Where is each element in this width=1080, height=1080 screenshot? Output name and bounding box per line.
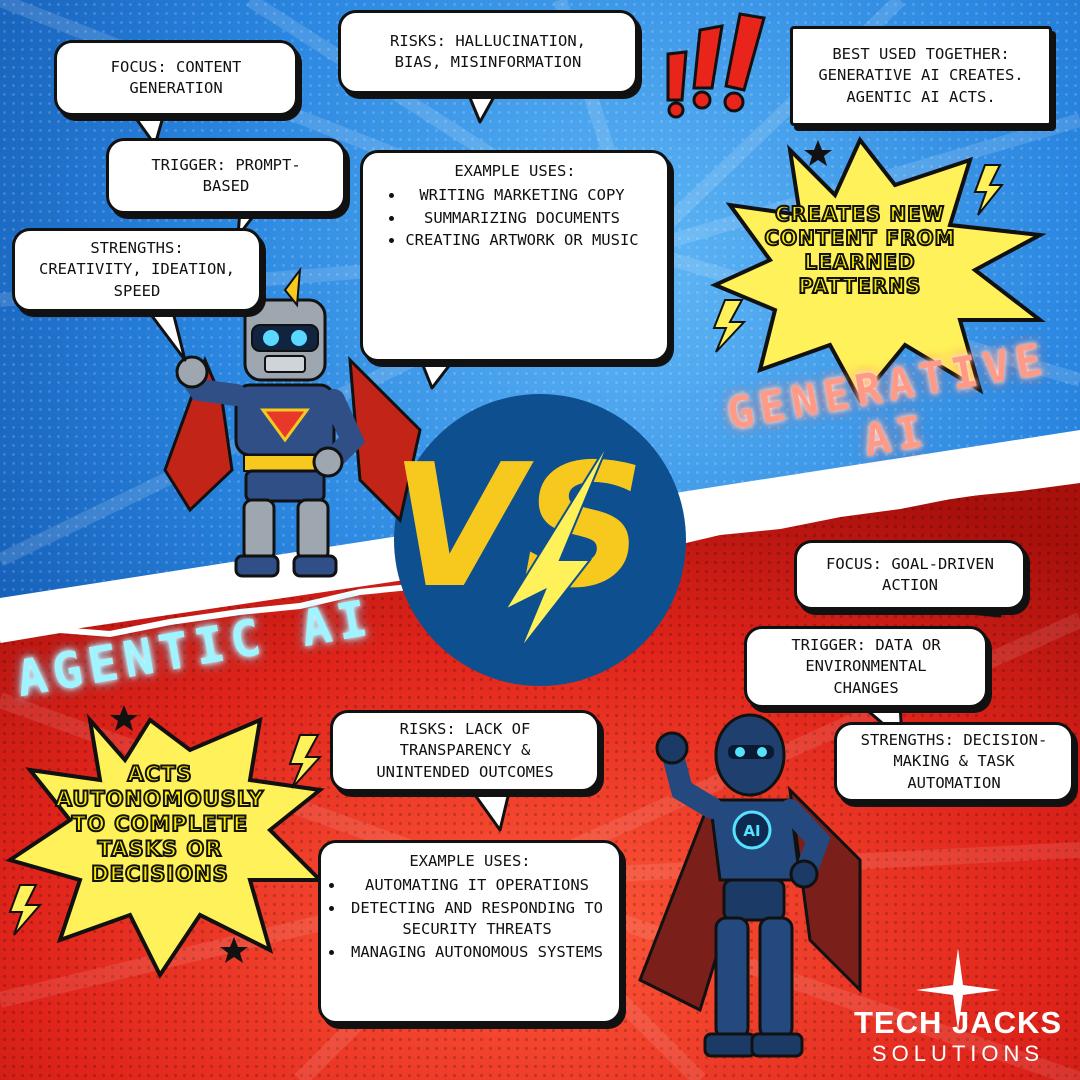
agentic-strengths-bubble: STRENGTHS: DECISION- MAKING & TASK AUTOM… xyxy=(834,722,1074,802)
agentic-robot-illustration: AI xyxy=(638,713,862,1058)
generative-focus-bubble: FOCUS: CONTENT GENERATION xyxy=(54,40,298,116)
generative-examples-title: EXAMPLE USES: xyxy=(454,162,576,180)
generative-robot-illustration xyxy=(163,266,422,578)
generative-examples-bubble: EXAMPLE USES: WRITING MARKETING COPY SUM… xyxy=(360,150,670,362)
agentic-examples-title: EXAMPLE USES: xyxy=(409,852,531,870)
logo-line2: SOLUTIONS xyxy=(871,1041,1045,1066)
list-item: WRITING MARKETING COPY xyxy=(405,185,638,206)
generative-trigger-text: TRIGGER: PROMPT- BASED xyxy=(151,155,301,195)
company-logo: TECH JACKS SOLUTIONS xyxy=(842,1006,1074,1068)
agentic-examples-list: AUTOMATING IT OPERATIONS DETECTING AND R… xyxy=(331,874,609,964)
generative-risks-bubble: RISKS: HALLUCINATION, BIAS, MISINFORMATI… xyxy=(338,10,638,94)
list-item: CREATING ARTWORK OR MUSIC xyxy=(405,230,638,251)
agentic-robot-badge: AI xyxy=(743,822,760,840)
agentic-trigger-bubble: TRIGGER: DATA OR ENVIRONMENTAL CHANGES xyxy=(744,626,988,708)
list-item: SUMMARIZING DOCUMENTS xyxy=(405,208,638,229)
generative-starburst xyxy=(709,136,1047,404)
agentic-focus-text: FOCUS: GOAL-DRIVEN ACTION xyxy=(826,554,994,594)
agentic-risks-text: RISKS: LACK OF TRANSPARENCY & UNINTENDED… xyxy=(376,719,554,781)
best-used-together-box: BEST USED TOGETHER: GENERATIVE AI CREATE… xyxy=(790,26,1052,126)
generative-strengths-text: STRENGTHS: CREATIVITY, IDEATION, SPEED xyxy=(39,238,235,300)
list-item: AUTOMATING IT OPERATIONS xyxy=(345,875,609,896)
agentic-trigger-text: TRIGGER: DATA OR ENVIRONMENTAL CHANGES xyxy=(791,635,941,697)
generative-focus-text: FOCUS: CONTENT GENERATION xyxy=(110,57,242,97)
agentic-burst-text: ACTS AUTONOMOUSLY TO COMPLETE TASKS OR D… xyxy=(55,761,265,887)
agentic-strengths-text: STRENGTHS: DECISION- MAKING & TASK AUTOM… xyxy=(860,730,1048,792)
agentic-risks-bubble: RISKS: LACK OF TRANSPARENCY & UNINTENDED… xyxy=(330,710,600,792)
star-icon xyxy=(110,140,832,963)
generative-risks-text: RISKS: HALLUCINATION, BIAS, MISINFORMATI… xyxy=(390,31,586,71)
logo-line1: TECH JACKS xyxy=(853,1005,1063,1040)
vs-lettering: VS xyxy=(391,428,645,651)
generative-trigger-bubble: TRIGGER: PROMPT- BASED xyxy=(106,138,346,214)
agentic-examples-bubble: EXAMPLE USES: AUTOMATING IT OPERATIONS D… xyxy=(318,840,622,1024)
generative-burst-text: CREATES NEW CONTENT FROM LEARNED PATTERN… xyxy=(763,201,956,299)
exclamation-marks-icon xyxy=(666,12,766,119)
generative-examples-list: WRITING MARKETING COPY SUMMARIZING DOCUM… xyxy=(391,184,638,252)
best-used-together-text: BEST USED TOGETHER: GENERATIVE AI CREATE… xyxy=(818,44,1024,106)
lightning-bolt-icon xyxy=(8,164,1005,936)
vs-circle xyxy=(394,394,686,686)
logo-star-icon xyxy=(916,948,1000,1030)
agentic-focus-bubble: FOCUS: GOAL-DRIVEN ACTION xyxy=(794,540,1026,610)
agentic-starburst xyxy=(5,713,325,979)
list-item: DETECTING AND RESPONDING TO SECURITY THR… xyxy=(345,898,609,941)
list-item: MANAGING AUTONOMOUS SYSTEMS xyxy=(345,942,609,963)
generative-strengths-bubble: STRENGTHS: CREATIVITY, IDEATION, SPEED xyxy=(12,228,262,312)
